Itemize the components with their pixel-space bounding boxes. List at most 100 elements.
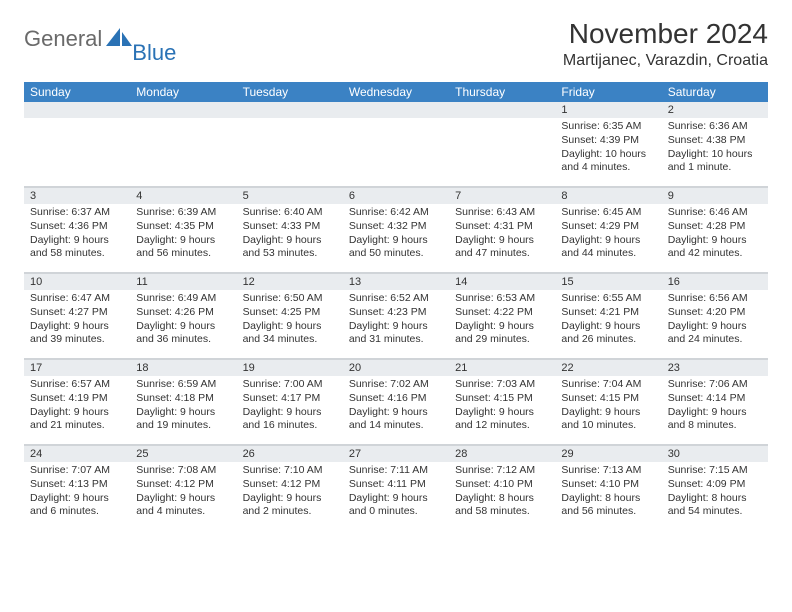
day-sunset: Sunset: 4:15 PM <box>561 392 655 406</box>
day-sunrise: Sunrise: 7:12 AM <box>455 464 549 478</box>
day-header-sat: Saturday <box>662 82 768 102</box>
calendar-page: General Blue November 2024 Martijanec, V… <box>0 0 792 548</box>
day-sunset: Sunset: 4:16 PM <box>349 392 443 406</box>
day-daylight: Daylight: 9 hours and 42 minutes. <box>668 234 762 261</box>
day-sunset: Sunset: 4:11 PM <box>349 478 443 492</box>
day-sunset: Sunset: 4:10 PM <box>561 478 655 492</box>
day-sunset: Sunset: 4:38 PM <box>668 134 762 148</box>
day-sunrise: Sunrise: 7:07 AM <box>30 464 124 478</box>
day-body: Sunrise: 6:43 AMSunset: 4:31 PMDaylight:… <box>449 204 555 267</box>
header: General Blue November 2024 Martijanec, V… <box>24 18 768 70</box>
day-cell: 17Sunrise: 6:57 AMSunset: 4:19 PMDayligh… <box>24 360 130 444</box>
day-body: Sunrise: 7:04 AMSunset: 4:15 PMDaylight:… <box>555 376 661 439</box>
day-daylight: Daylight: 9 hours and 6 minutes. <box>30 492 124 519</box>
day-sunrise: Sunrise: 7:10 AM <box>243 464 337 478</box>
day-daylight: Daylight: 9 hours and 53 minutes. <box>243 234 337 261</box>
day-cell: 24Sunrise: 7:07 AMSunset: 4:13 PMDayligh… <box>24 446 130 530</box>
day-sunset: Sunset: 4:31 PM <box>455 220 549 234</box>
day-sunrise: Sunrise: 6:49 AM <box>136 292 230 306</box>
day-body: Sunrise: 6:40 AMSunset: 4:33 PMDaylight:… <box>237 204 343 267</box>
day-number: 8 <box>555 188 661 204</box>
day-cell <box>449 102 555 186</box>
day-daylight: Daylight: 9 hours and 44 minutes. <box>561 234 655 261</box>
day-number: 1 <box>555 102 661 118</box>
day-sunrise: Sunrise: 6:59 AM <box>136 378 230 392</box>
day-cell: 8Sunrise: 6:45 AMSunset: 4:29 PMDaylight… <box>555 188 661 272</box>
day-sunset: Sunset: 4:15 PM <box>455 392 549 406</box>
day-number: 28 <box>449 446 555 462</box>
day-body: Sunrise: 6:36 AMSunset: 4:38 PMDaylight:… <box>662 118 768 181</box>
day-sunset: Sunset: 4:36 PM <box>30 220 124 234</box>
day-cell: 10Sunrise: 6:47 AMSunset: 4:27 PMDayligh… <box>24 274 130 358</box>
day-header-wed: Wednesday <box>343 82 449 102</box>
day-number: 6 <box>343 188 449 204</box>
day-sunrise: Sunrise: 6:56 AM <box>668 292 762 306</box>
day-daylight: Daylight: 9 hours and 14 minutes. <box>349 406 443 433</box>
day-sunrise: Sunrise: 6:45 AM <box>561 206 655 220</box>
day-sunrise: Sunrise: 6:39 AM <box>136 206 230 220</box>
day-body: Sunrise: 6:57 AMSunset: 4:19 PMDaylight:… <box>24 376 130 439</box>
day-cell: 30Sunrise: 7:15 AMSunset: 4:09 PMDayligh… <box>662 446 768 530</box>
day-sunset: Sunset: 4:14 PM <box>668 392 762 406</box>
day-body: Sunrise: 7:03 AMSunset: 4:15 PMDaylight:… <box>449 376 555 439</box>
day-cell: 2Sunrise: 6:36 AMSunset: 4:38 PMDaylight… <box>662 102 768 186</box>
day-cell: 5Sunrise: 6:40 AMSunset: 4:33 PMDaylight… <box>237 188 343 272</box>
day-body: Sunrise: 7:02 AMSunset: 4:16 PMDaylight:… <box>343 376 449 439</box>
day-header-mon: Monday <box>130 82 236 102</box>
day-sunrise: Sunrise: 6:37 AM <box>30 206 124 220</box>
day-body: Sunrise: 6:35 AMSunset: 4:39 PMDaylight:… <box>555 118 661 181</box>
day-cell <box>24 102 130 186</box>
day-daylight: Daylight: 10 hours and 1 minute. <box>668 148 762 175</box>
day-number: 16 <box>662 274 768 290</box>
day-sunset: Sunset: 4:10 PM <box>455 478 549 492</box>
logo-text-main: General <box>24 26 102 52</box>
day-sunrise: Sunrise: 6:47 AM <box>30 292 124 306</box>
day-number: 21 <box>449 360 555 376</box>
day-number: 17 <box>24 360 130 376</box>
day-cell <box>343 102 449 186</box>
day-sunset: Sunset: 4:22 PM <box>455 306 549 320</box>
day-sunset: Sunset: 4:33 PM <box>243 220 337 234</box>
day-number: 10 <box>24 274 130 290</box>
day-number: 13 <box>343 274 449 290</box>
day-body: Sunrise: 6:52 AMSunset: 4:23 PMDaylight:… <box>343 290 449 353</box>
day-sunrise: Sunrise: 7:08 AM <box>136 464 230 478</box>
day-number: 7 <box>449 188 555 204</box>
day-cell <box>130 102 236 186</box>
day-daylight: Daylight: 9 hours and 0 minutes. <box>349 492 443 519</box>
day-sunset: Sunset: 4:17 PM <box>243 392 337 406</box>
location: Martijanec, Varazdin, Croatia <box>563 52 768 70</box>
day-body: Sunrise: 6:45 AMSunset: 4:29 PMDaylight:… <box>555 204 661 267</box>
day-daylight: Daylight: 8 hours and 54 minutes. <box>668 492 762 519</box>
day-sunset: Sunset: 4:12 PM <box>243 478 337 492</box>
day-number: 26 <box>237 446 343 462</box>
day-body: Sunrise: 6:56 AMSunset: 4:20 PMDaylight:… <box>662 290 768 353</box>
day-sunrise: Sunrise: 6:35 AM <box>561 120 655 134</box>
day-daylight: Daylight: 9 hours and 39 minutes. <box>30 320 124 347</box>
day-number: 3 <box>24 188 130 204</box>
day-number <box>24 102 130 118</box>
day-daylight: Daylight: 9 hours and 10 minutes. <box>561 406 655 433</box>
day-daylight: Daylight: 9 hours and 26 minutes. <box>561 320 655 347</box>
day-sunset: Sunset: 4:26 PM <box>136 306 230 320</box>
day-cell: 18Sunrise: 6:59 AMSunset: 4:18 PMDayligh… <box>130 360 236 444</box>
day-sunset: Sunset: 4:29 PM <box>561 220 655 234</box>
day-body: Sunrise: 7:00 AMSunset: 4:17 PMDaylight:… <box>237 376 343 439</box>
day-number: 24 <box>24 446 130 462</box>
day-body: Sunrise: 7:08 AMSunset: 4:12 PMDaylight:… <box>130 462 236 525</box>
day-header-fri: Friday <box>555 82 661 102</box>
day-header-sun: Sunday <box>24 82 130 102</box>
week-row: 10Sunrise: 6:47 AMSunset: 4:27 PMDayligh… <box>24 274 768 360</box>
day-daylight: Daylight: 9 hours and 4 minutes. <box>136 492 230 519</box>
day-number: 20 <box>343 360 449 376</box>
day-body: Sunrise: 7:12 AMSunset: 4:10 PMDaylight:… <box>449 462 555 525</box>
day-sunrise: Sunrise: 7:00 AM <box>243 378 337 392</box>
day-sunrise: Sunrise: 6:55 AM <box>561 292 655 306</box>
day-daylight: Daylight: 9 hours and 8 minutes. <box>668 406 762 433</box>
day-cell: 9Sunrise: 6:46 AMSunset: 4:28 PMDaylight… <box>662 188 768 272</box>
day-number: 5 <box>237 188 343 204</box>
day-body: Sunrise: 7:13 AMSunset: 4:10 PMDaylight:… <box>555 462 661 525</box>
month-title: November 2024 <box>563 18 768 50</box>
day-daylight: Daylight: 9 hours and 50 minutes. <box>349 234 443 261</box>
day-number: 27 <box>343 446 449 462</box>
